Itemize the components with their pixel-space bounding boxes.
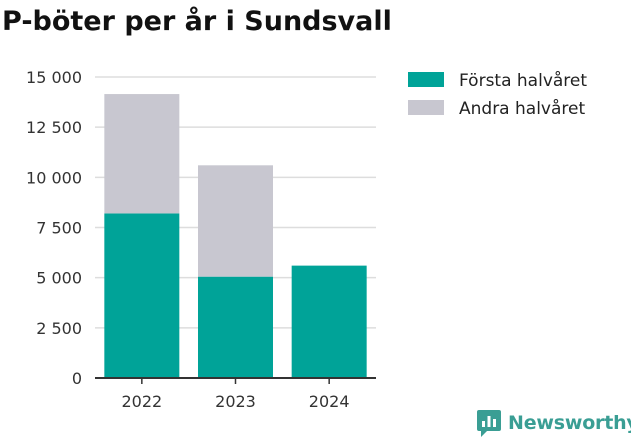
bar-2022-first-half (104, 213, 180, 378)
legend-label: Andra halvåret (459, 98, 585, 119)
y-tick-label: 0 (72, 369, 82, 388)
y-tick-label: 2 500 (36, 319, 82, 338)
x-tick-label: 2023 (215, 392, 256, 411)
chart-title: P-böter per år i Sundsvall (2, 6, 392, 37)
newsworthy-logo-icon (477, 410, 501, 437)
bar-2023-first-half (198, 276, 273, 378)
newsworthy-logo: Newsworthy (476, 407, 631, 439)
legend: Första halvåret Andra halvåret (408, 70, 587, 119)
axes: 0 2 500 5 000 7 500 10 000 12 500 15 000 2022 20… (26, 68, 376, 411)
y-tick-label: 10 000 (26, 168, 82, 187)
y-tick-label: 7 500 (36, 219, 82, 238)
legend-label: Första halvåret (459, 70, 587, 91)
y-tick-label: 15 000 (26, 68, 82, 87)
bar-2023-second-half (198, 165, 273, 277)
bars (104, 94, 367, 378)
brand-name: Newsworthy (508, 412, 631, 434)
y-tick-label: 12 500 (26, 118, 82, 137)
legend-swatch (408, 100, 444, 115)
bar-2024-first-half (291, 265, 367, 378)
bar-2022-second-half (104, 94, 180, 214)
x-tick-label: 2024 (309, 392, 350, 411)
x-tick-label: 2022 (121, 392, 162, 411)
legend-swatch (408, 72, 444, 87)
y-tick-label: 5 000 (36, 269, 82, 288)
